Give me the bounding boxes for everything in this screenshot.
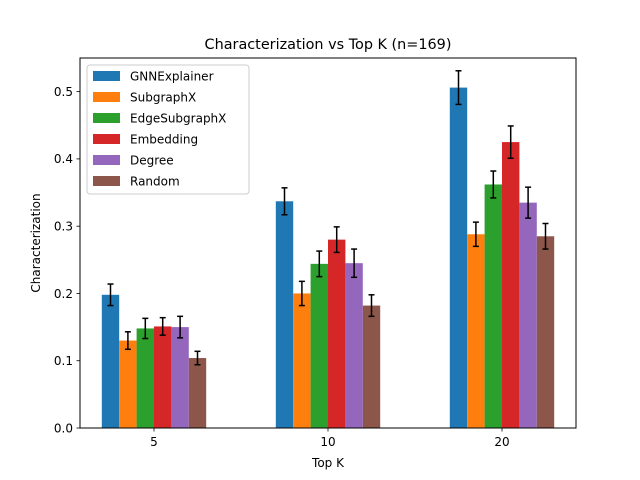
bar-subgraphx-10 — [293, 293, 311, 428]
bar-gnnexplainer-10 — [275, 201, 294, 428]
bar-degree-5 — [171, 327, 189, 428]
y-tick-label: 0.2 — [54, 287, 73, 301]
bar-edgesubgraphx-10 — [310, 263, 328, 428]
legend-swatch-random — [93, 176, 120, 186]
legend-label-subgraphx: SubgraphX — [130, 90, 196, 104]
bar-gnnexplainer-5 — [101, 294, 120, 428]
legend-label-embedding: Embedding — [130, 132, 198, 146]
legend: GNNExplainer SubgraphX EdgeSubgraphX Embedd… — [86, 64, 250, 195]
legend-label-gnnexplainer: GNNExplainer — [130, 69, 214, 83]
y-axis-label: Characterization — [29, 193, 43, 292]
y-tick-label: 0.4 — [54, 152, 73, 166]
bar-edgesubgraphx-5 — [136, 328, 154, 428]
bar-embedding-5 — [154, 326, 172, 428]
bars-layer — [101, 87, 555, 428]
bar-embedding-20 — [502, 142, 520, 428]
legend-label-degree: Degree — [130, 153, 174, 167]
legend-swatch-edgesubgraphx — [93, 113, 120, 123]
legend-swatch-degree — [93, 155, 120, 165]
error-bars-layer — [107, 70, 549, 366]
legend-swatch-embedding — [93, 134, 120, 144]
legend-swatch-gnnexplainer — [93, 71, 120, 81]
bar-subgraphx-5 — [119, 340, 137, 428]
chart-title: Characterization vs Top K (n=169) — [205, 37, 452, 53]
bar-random-5 — [188, 358, 207, 428]
bar-random-10 — [362, 305, 381, 428]
bar-subgraphx-20 — [467, 234, 485, 428]
y-tick-label: 0.3 — [54, 219, 73, 233]
x-tick-label: 20 — [494, 435, 509, 449]
legend-frame — [86, 64, 250, 195]
x-tick-label: 10 — [320, 435, 335, 449]
bar-random-20 — [536, 236, 555, 428]
y-axis: 0.0 0.1 0.2 0.3 0.4 0.5 — [54, 85, 80, 435]
legend-label-edgesubgraphx: EdgeSubgraphX — [130, 111, 226, 125]
bar-edgesubgraphx-20 — [484, 184, 502, 428]
x-axis: 5 10 20 — [150, 428, 510, 449]
y-tick-label: 0.1 — [54, 354, 73, 368]
y-tick-label: 0.0 — [54, 421, 73, 435]
y-tick-label: 0.5 — [54, 85, 73, 99]
bar-gnnexplainer-20 — [449, 87, 468, 428]
bar-degree-20 — [519, 202, 537, 428]
x-axis-label: Top K — [311, 456, 345, 470]
legend-swatch-subgraphx — [93, 92, 120, 102]
bar-degree-10 — [345, 263, 363, 428]
x-tick-label: 5 — [150, 435, 158, 449]
legend-label-random: Random — [130, 174, 180, 188]
bar-embedding-10 — [328, 239, 346, 428]
